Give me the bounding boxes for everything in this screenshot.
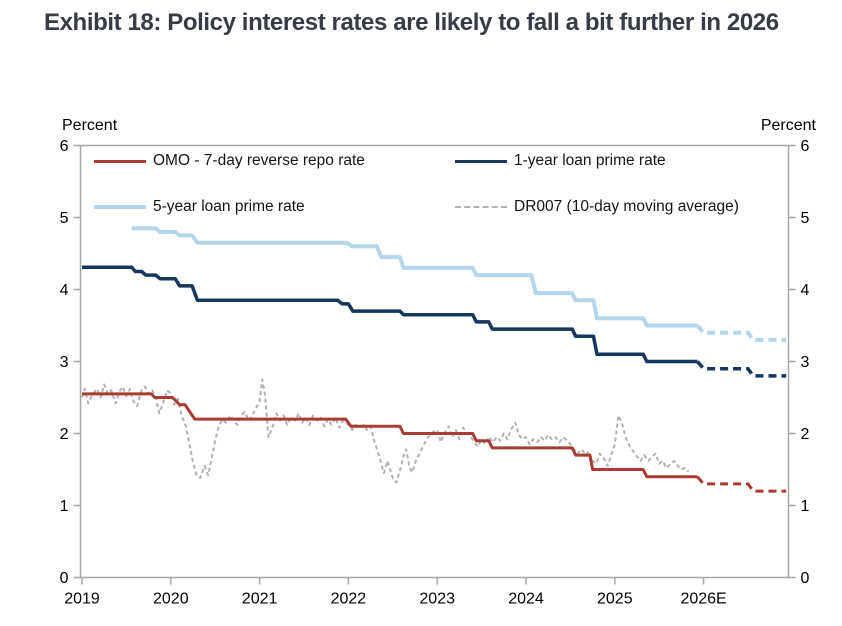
- series-1-year-loan-prime-rate-forecast: [696, 360, 787, 378]
- series-5-year-loan-prime-rate-forecast: [695, 324, 787, 342]
- y-tick-label-left: 5: [60, 210, 69, 227]
- legend-label-1y-lpr: 1-year loan prime rate: [514, 152, 666, 169]
- y-tick-label-left: 2: [60, 426, 69, 443]
- x-tick-label: 2025: [597, 591, 633, 608]
- y-tick-label-right: 0: [801, 570, 810, 587]
- y-tick-label-right: 6: [801, 138, 810, 155]
- y-tick-label-left: 3: [60, 354, 69, 371]
- series-omo-7-day-reverse-repo-rate: [82, 392, 698, 479]
- series-omo-7-day-reverse-repo-rate-forecast: [696, 475, 787, 493]
- y-tick-label-left: 0: [60, 570, 69, 587]
- x-tick-label: 2024: [508, 591, 544, 608]
- axis-unit-left: Percent: [62, 117, 118, 134]
- y-axis: [73, 144, 796, 579]
- y-tick-label-left: 4: [60, 282, 69, 299]
- legend-swatch-omo-line: [94, 159, 146, 163]
- exhibit-title: Exhibit 18: Policy interest rates are li…: [44, 9, 779, 36]
- legend-swatch-5y-lpr-line: [94, 205, 146, 209]
- legend-item-omo: OMO - 7-day reverse repo rate: [94, 151, 365, 171]
- legend-swatch-1y-lpr-line: [455, 159, 507, 163]
- y-tick-label-left: 1: [60, 498, 69, 515]
- x-tick-label: 2020: [153, 591, 189, 608]
- x-axis: [81, 577, 705, 585]
- axis-unit-right: Percent: [761, 117, 817, 134]
- y-tick-label-right: 5: [801, 210, 810, 227]
- y-tick-label-right: 4: [801, 282, 810, 299]
- series-5-year-loan-prime-rate: [131, 226, 698, 328]
- x-tick-label: 2021: [242, 591, 278, 608]
- y-tick-label-right: 3: [801, 354, 810, 371]
- series-1-year-loan-prime-rate: [82, 265, 698, 364]
- x-tick-label: 2026E: [680, 591, 726, 608]
- y-tick-label-right: 2: [801, 426, 810, 443]
- legend-label-omo: OMO - 7-day reverse repo rate: [153, 152, 365, 169]
- legend-item-1y-lpr: 1-year loan prime rate: [455, 151, 666, 171]
- legend-swatch-dr007-line: [455, 206, 507, 208]
- legend-item-5y-lpr: 5-year loan prime rate: [94, 197, 305, 217]
- series-dr007-10-day-moving-average: [81, 378, 690, 484]
- x-tick-label: 2023: [419, 591, 455, 608]
- x-tick-label: 2022: [331, 591, 367, 608]
- y-tick-label-left: 6: [60, 138, 69, 155]
- x-tick-label: 2019: [64, 591, 100, 608]
- legend-label-5y-lpr: 5-year loan prime rate: [153, 198, 305, 215]
- legend-label-dr007: DR007 (10-day moving average): [514, 198, 739, 215]
- y-tick-label-right: 1: [801, 498, 810, 515]
- legend-item-dr007: DR007 (10-day moving average): [455, 197, 739, 217]
